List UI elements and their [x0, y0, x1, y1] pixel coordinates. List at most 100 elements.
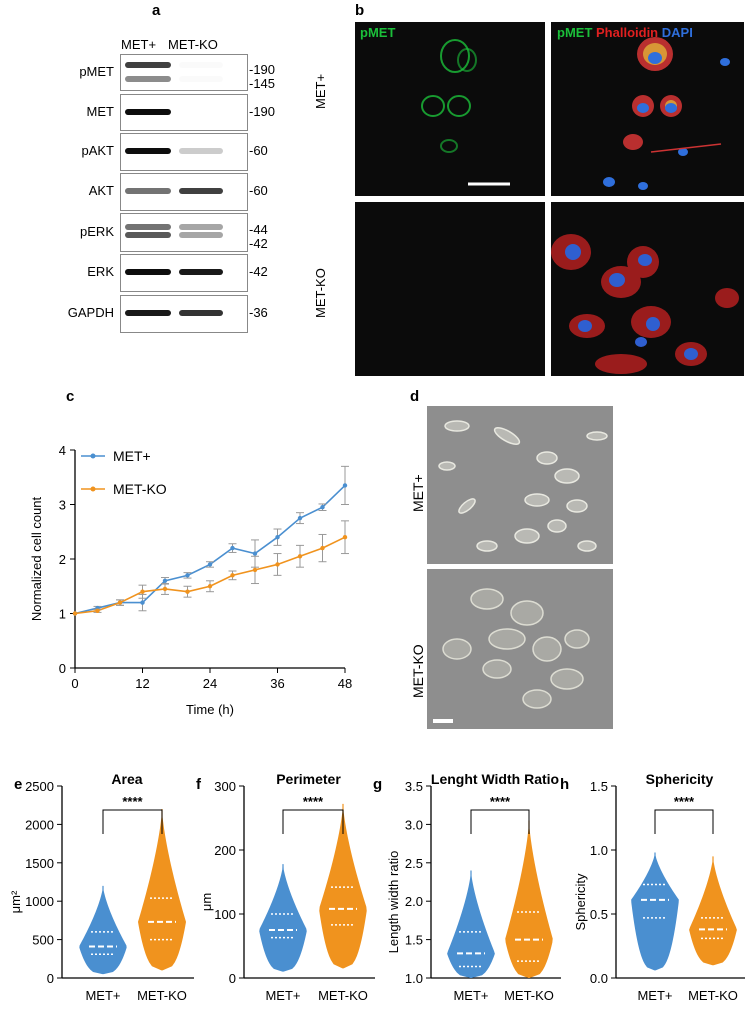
pmet-channel-label: pMET — [557, 25, 593, 40]
data-point — [185, 573, 190, 578]
data-point — [320, 505, 325, 510]
data-point — [140, 589, 145, 594]
y-tick-label: 3.5 — [405, 779, 423, 794]
blot-met — [120, 94, 248, 131]
blot-mw-marker: -44 — [249, 221, 268, 237]
phase-contrast-met-plus — [427, 406, 613, 564]
dapi-channel-label: DAPI — [661, 25, 693, 40]
data-point — [230, 573, 235, 578]
y-axis-label: Normalized cell count — [29, 496, 44, 621]
panel-letter-a: a — [152, 2, 161, 19]
fluorescence-row-met-plus: MET+ — [313, 73, 328, 109]
fluorescence-right-title: pMET Phalloidin DAPI — [557, 25, 693, 40]
y-tick-label: 1500 — [25, 856, 54, 871]
blot-band — [179, 188, 223, 194]
violin-shape — [259, 864, 307, 972]
merge-cells-ko-image — [551, 234, 739, 374]
y-tick-label: 4 — [59, 443, 66, 458]
y-axis-label: μm — [199, 893, 214, 911]
x-tick-label: 12 — [135, 676, 149, 691]
violin-charts: Area 0 500 1000 1500 2000 2500 μm² MET+ MET-KO ***… — [8, 771, 745, 1003]
y-tick-label: 0 — [47, 971, 54, 986]
violin-shape — [138, 809, 186, 971]
panel-letter-b: b — [355, 2, 365, 19]
data-point — [252, 551, 258, 556]
blot-band — [179, 269, 223, 275]
significance-bracket — [102, 809, 163, 834]
violin-shape — [505, 820, 553, 978]
blot-band — [125, 224, 171, 230]
y-tick-label: 2000 — [25, 817, 54, 832]
significance-bracket — [282, 809, 344, 834]
y-tick-label: 3 — [59, 498, 66, 513]
panel-letter-d: d — [410, 388, 420, 405]
y-tick-label: 0 — [59, 661, 66, 676]
y-tick-label: 1 — [59, 607, 66, 622]
y-tick-label: 500 — [32, 933, 54, 948]
blot-column-met-plus: MET+ — [121, 37, 157, 52]
data-point — [342, 535, 348, 540]
y-tick-label: 200 — [214, 843, 236, 858]
series-line — [74, 536, 346, 615]
blot-mw-marker: -60 — [249, 183, 268, 198]
y-tick-label: 2 — [59, 552, 66, 567]
legend-label: MET-KO — [113, 481, 167, 497]
blot-band — [179, 76, 223, 82]
blot-band — [179, 109, 223, 115]
y-tick-label: 0.0 — [590, 971, 608, 986]
violin-shape — [447, 870, 495, 978]
violin-title: Area — [111, 771, 142, 787]
x-tick-label: MET+ — [265, 988, 300, 1003]
y-axis-label: μm² — [8, 890, 23, 913]
phalloidin-channel-label: Phalloidin — [596, 25, 659, 40]
blot-akt — [120, 173, 248, 211]
x-tick-label: MET+ — [85, 988, 120, 1003]
data-point — [162, 578, 168, 583]
significance-label: **** — [490, 794, 511, 809]
violin-title: Perimeter — [276, 771, 341, 787]
blot-band — [179, 310, 223, 316]
fluorescence-metplus-pmet — [355, 22, 545, 196]
y-tick-label: 2500 — [25, 779, 54, 794]
x-tick-label: 36 — [270, 676, 284, 691]
blot-band — [125, 269, 171, 275]
data-point — [230, 545, 235, 551]
y-tick-label: 1.5 — [405, 933, 423, 948]
blot-row-label: MET — [86, 103, 114, 119]
fluorescence-metko-pmet — [355, 202, 545, 376]
legend-label: MET+ — [113, 448, 151, 464]
phase-contrast-met-ko — [427, 569, 613, 729]
blot-pakt — [120, 133, 248, 171]
x-tick-label: MET-KO — [318, 988, 368, 1003]
blot-pmet — [120, 54, 248, 91]
data-point — [297, 554, 303, 559]
blot-row-label: AKT — [88, 183, 114, 198]
data-point — [207, 562, 213, 567]
phase-row-met-plus: MET+ — [410, 474, 426, 512]
blot-band — [125, 232, 171, 238]
x-tick-label: 24 — [203, 676, 217, 691]
x-tick-label: MET+ — [453, 988, 488, 1003]
pmet-cells-image — [421, 39, 510, 186]
panel-letter-h: h — [560, 776, 570, 793]
data-point — [207, 584, 213, 589]
blot-row-label: GAPDH — [67, 305, 114, 320]
y-tick-label: 300 — [214, 779, 236, 794]
legend-marker — [90, 486, 96, 492]
blot-row-label: pERK — [80, 223, 114, 239]
blot-row-label: pMET — [79, 63, 114, 79]
fluorescence-metplus-merge — [551, 22, 744, 196]
x-tick-label: MET-KO — [137, 988, 187, 1003]
significance-label: **** — [674, 794, 695, 809]
x-tick-label: 48 — [338, 676, 352, 691]
blot-gapdh — [120, 295, 248, 333]
significance-bracket — [654, 809, 714, 834]
y-axis-label: Length width ratio — [386, 851, 401, 954]
phase-cells-met-plus-image — [438, 420, 608, 552]
blot-mw-marker: -42 — [249, 235, 268, 251]
y-tick-label: 3.0 — [405, 817, 423, 832]
blot-band — [179, 224, 223, 230]
x-tick-label: MET-KO — [504, 988, 554, 1003]
y-tick-label: 1000 — [25, 894, 54, 909]
blot-band — [125, 62, 171, 68]
